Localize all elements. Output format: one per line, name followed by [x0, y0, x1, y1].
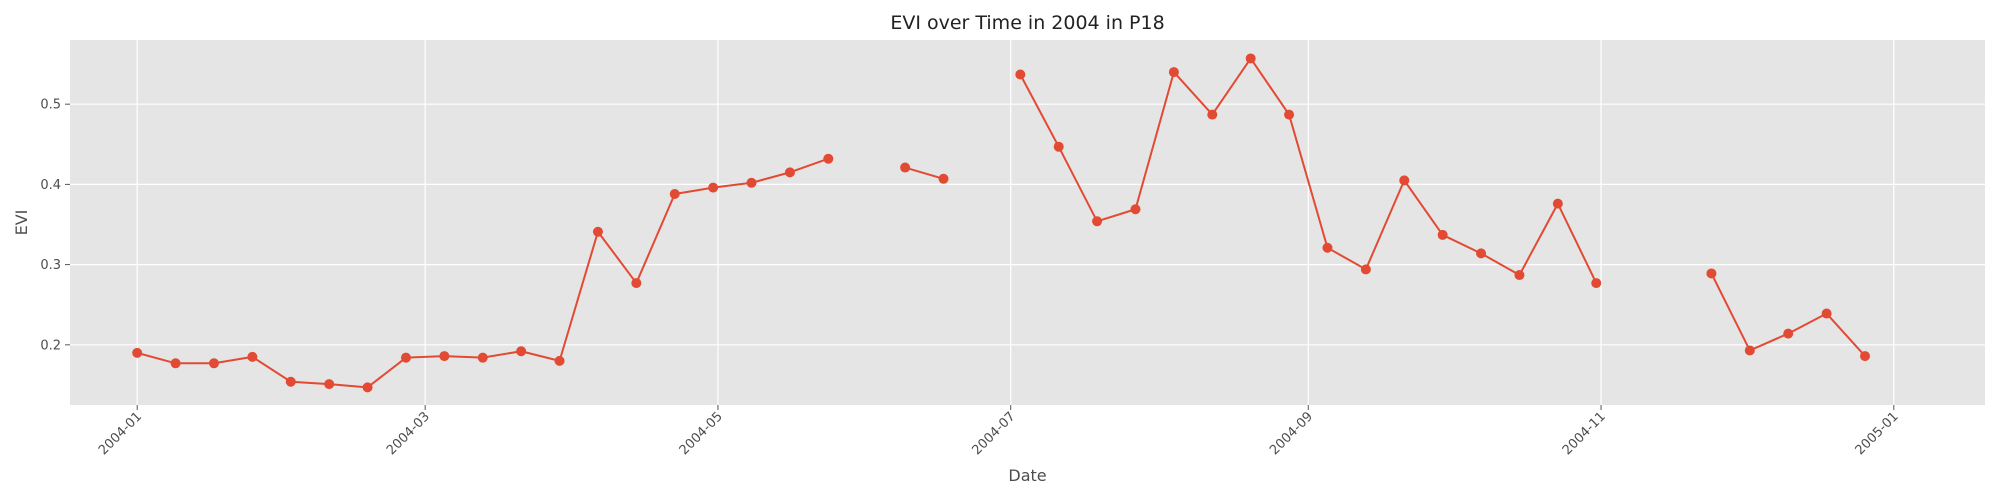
data-point: [823, 153, 834, 164]
data-point: [1860, 351, 1871, 362]
data-point: [1744, 345, 1755, 356]
data-point: [746, 177, 757, 188]
data-point: [900, 162, 911, 173]
data-point: [1284, 109, 1295, 120]
data-point: [170, 358, 181, 369]
data-point: [1399, 175, 1410, 186]
chart-title: EVI over Time in 2004 in P18: [890, 12, 1164, 34]
x-tick-label: 2004-09: [1267, 409, 1316, 458]
y-tick-label: 0.4: [40, 178, 61, 193]
data-point: [1706, 268, 1717, 279]
x-tick-label: 2004-07: [970, 409, 1019, 458]
x-tick-label: 2004-03: [384, 409, 433, 458]
data-point: [247, 351, 258, 362]
data-point: [554, 355, 565, 366]
data-point: [592, 226, 603, 237]
data-point: [439, 351, 450, 362]
data-point: [938, 173, 949, 184]
y-tick-label: 0.5: [40, 98, 61, 113]
data-point: [1130, 204, 1141, 215]
data-point: [362, 382, 373, 393]
data-point: [132, 347, 143, 358]
data-point: [669, 189, 680, 200]
data-point: [285, 376, 296, 387]
plot-area: [70, 40, 1985, 405]
data-point: [1783, 328, 1794, 339]
data-point: [1168, 67, 1179, 78]
x-tick-label: 2004-11: [1560, 409, 1609, 458]
data-point: [784, 167, 795, 178]
data-point: [1591, 278, 1602, 289]
data-markers: [132, 53, 1871, 393]
data-point: [1322, 242, 1333, 253]
y-tick-label: 0.3: [40, 258, 61, 273]
data-point: [1245, 53, 1256, 64]
data-point: [1821, 308, 1832, 319]
data-point: [1360, 264, 1371, 275]
data-point: [1552, 198, 1563, 209]
x-tick-label: 2004-05: [677, 409, 726, 458]
data-point: [324, 379, 335, 390]
data-point: [1476, 248, 1487, 259]
data-point: [208, 358, 219, 369]
x-axis-title: Date: [1008, 466, 1046, 485]
data-point: [1053, 141, 1064, 152]
y-axis-title: EVI: [12, 210, 31, 236]
data-point: [631, 278, 642, 289]
grid-lines: [70, 40, 1985, 405]
series-line-segment: [1019, 57, 1598, 284]
data-point: [400, 352, 411, 363]
data-point: [1207, 109, 1218, 120]
data-point: [1514, 270, 1525, 281]
data-point: [477, 352, 488, 363]
data-point: [1092, 216, 1103, 227]
series-line-segment: [904, 166, 944, 180]
y-tick-label: 0.2: [40, 338, 61, 353]
x-tick-label: 2005-01: [1853, 409, 1902, 458]
data-point: [1437, 229, 1448, 240]
data-point: [708, 182, 719, 193]
data-point: [516, 346, 527, 357]
data-point: [1015, 69, 1026, 80]
x-tick-label: 2004-01: [96, 409, 145, 458]
